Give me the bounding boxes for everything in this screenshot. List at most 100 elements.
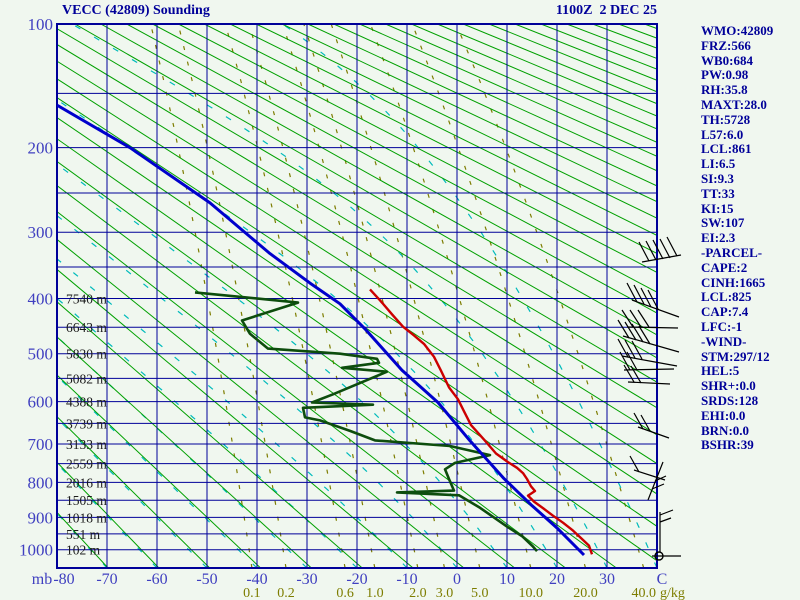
mixing-ratio-label: 20.0 bbox=[573, 586, 598, 600]
wind-barb-segment bbox=[627, 381, 671, 385]
temperature-tick-label: -40 bbox=[246, 571, 267, 588]
stat-line: CAP:7.4 bbox=[701, 304, 749, 320]
wind-barb-segment bbox=[619, 351, 631, 371]
wind-barb-segment bbox=[623, 364, 635, 383]
wind-barb-segment bbox=[651, 483, 665, 490]
chart-title: VECC (42809) Sounding bbox=[62, 3, 210, 18]
stat-line: SW:107 bbox=[701, 215, 745, 231]
plot-border bbox=[56, 23, 658, 569]
mixing-ratio-unit-label: g/kg bbox=[660, 586, 685, 600]
valid-time: 1100Z 2 DEC 25 bbox=[555, 3, 657, 18]
wind-barb-segment bbox=[633, 284, 645, 305]
wind-barb-segment bbox=[659, 517, 672, 523]
wind-barb-segment bbox=[640, 414, 651, 432]
dry-adiabat-line bbox=[57, 415, 211, 568]
pressure-tick-label: 1000 bbox=[19, 541, 53, 560]
pressure-tick-label: 700 bbox=[28, 435, 54, 454]
stat-line: CINH:1665 bbox=[701, 274, 766, 290]
stat-line: KI:15 bbox=[701, 200, 734, 216]
wind-barb-segment bbox=[659, 509, 674, 516]
stat-line: WMO:42809 bbox=[701, 23, 774, 38]
temperature-tick-label: -10 bbox=[396, 571, 417, 588]
wind-barb-segment bbox=[624, 339, 636, 359]
pressure-temperature-grid bbox=[56, 23, 658, 569]
temperature-tick-label: -20 bbox=[346, 571, 367, 588]
temperature-tick-label: 10 bbox=[499, 571, 515, 588]
stats-panel: WMO:42809 FRZ:566 WB0:684 PW:0.98 RH:35.8 MAX… bbox=[701, 23, 799, 453]
mixing-ratio-line bbox=[282, 24, 419, 568]
stat-line: -WIND- bbox=[701, 333, 747, 349]
dry-adiabat-line bbox=[437, 24, 657, 117]
mixing-ratio-label: 0.2 bbox=[277, 586, 295, 600]
stat-line: PW:0.98 bbox=[701, 67, 749, 83]
altitude-label: 2559 m bbox=[66, 457, 107, 472]
altitude-label: 102 m bbox=[66, 543, 101, 558]
pressure-tick-label: 900 bbox=[28, 508, 54, 527]
mixing-ratio-label: 40.0 bbox=[631, 586, 656, 600]
altitude-label: 4388 m bbox=[66, 395, 107, 410]
stat-line: EI:2.3 bbox=[701, 230, 736, 246]
dry-adiabat-line bbox=[57, 138, 657, 562]
dry-adiabat-line bbox=[57, 60, 657, 436]
dry-adiabats bbox=[57, 24, 657, 568]
temperature-tick-label: -50 bbox=[196, 571, 217, 588]
stat-line: TT:33 bbox=[701, 185, 735, 201]
altitude-labels: 7540 m 6643 m 5830 m 5082 m 4388 m 3739 m 3133… bbox=[66, 291, 107, 557]
wind-barb-segment bbox=[630, 365, 642, 384]
altitude-label: 7540 m bbox=[66, 291, 107, 306]
dry-adiabat-line bbox=[126, 24, 657, 314]
stat-line: SRDS:128 bbox=[701, 392, 759, 408]
stat-line: LCL:861 bbox=[701, 141, 752, 157]
wind-barb-segment bbox=[624, 321, 637, 341]
pressure-tick-label: 200 bbox=[28, 139, 54, 158]
pressure-tick-label: 600 bbox=[28, 393, 54, 412]
dry-adiabat-line bbox=[333, 24, 657, 172]
wind-barb-segment bbox=[631, 340, 643, 360]
temperature-tick-label: -80 bbox=[53, 571, 74, 588]
wind-barb-segment bbox=[623, 368, 675, 371]
wind-barb-segment bbox=[617, 319, 630, 339]
wind-barb-segment bbox=[645, 240, 657, 261]
wind-barb-segment bbox=[622, 335, 680, 353]
wind-barb-segment bbox=[647, 289, 659, 310]
pressure-tick-label: 300 bbox=[28, 223, 54, 242]
moist-adiabat-line bbox=[71, 24, 608, 568]
dry-adiabat-line bbox=[152, 24, 657, 293]
dry-adiabat-line bbox=[307, 24, 657, 187]
mixing-ratio-label: 0.1 bbox=[243, 586, 261, 600]
dry-adiabat-line bbox=[57, 238, 465, 568]
stat-line: FRZ:566 bbox=[701, 37, 751, 53]
wind-barb-segment bbox=[629, 455, 640, 473]
mixing-ratio-label: 1.0 bbox=[366, 586, 384, 600]
wind-barb-segment bbox=[638, 325, 651, 345]
temperature-axis-labels: -80 -70 -60 -50 -40 -30 -20 -10 0 10 20 30 C bbox=[53, 571, 667, 588]
altitude-label: 3133 m bbox=[66, 437, 107, 452]
dry-adiabat-line bbox=[57, 78, 657, 465]
temperature-tick-label: 20 bbox=[549, 571, 565, 588]
wind-barb-segment bbox=[652, 239, 664, 260]
dry-adiabat-line bbox=[57, 301, 363, 568]
mixing-ratio-label: 0.6 bbox=[336, 586, 354, 600]
wind-barb-segment bbox=[633, 412, 644, 430]
mixing-ratio-line bbox=[455, 24, 645, 568]
wind-barb-segment bbox=[640, 287, 652, 308]
stat-line: TH:5728 bbox=[701, 111, 751, 127]
wind-barb-segment bbox=[629, 309, 642, 328]
mixing-ratio-label: 2.0 bbox=[409, 586, 427, 600]
dewpoint-trace bbox=[194, 291, 538, 553]
wind-barb-segment bbox=[621, 355, 678, 367]
stat-line: BSHR:39 bbox=[701, 437, 754, 453]
dry-adiabat-line bbox=[281, 24, 657, 203]
dry-adiabat-line bbox=[204, 24, 657, 255]
wind-barbs bbox=[617, 236, 682, 561]
altitude-label: 2016 m bbox=[66, 475, 107, 490]
stat-line: WB0:684 bbox=[701, 52, 753, 68]
wind-barb-segment bbox=[654, 475, 667, 482]
wind-barb-segment bbox=[637, 309, 650, 328]
dry-adiabat-line bbox=[57, 28, 657, 383]
mixing-ratio-label: 3.0 bbox=[436, 586, 454, 600]
wind-barb-segment bbox=[626, 282, 638, 303]
wind-barb-segment bbox=[631, 323, 644, 343]
